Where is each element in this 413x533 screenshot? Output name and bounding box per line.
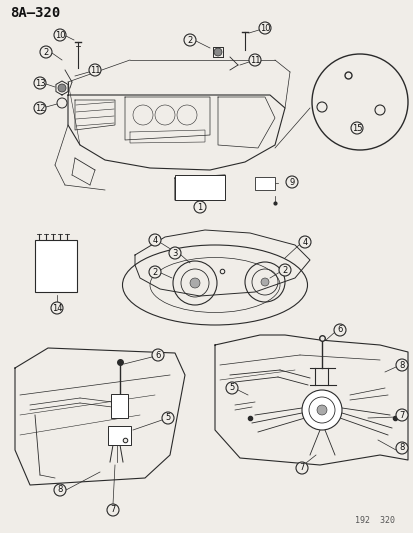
Circle shape [152, 349, 164, 361]
Circle shape [395, 442, 407, 454]
Circle shape [295, 462, 307, 474]
Circle shape [316, 405, 326, 415]
Text: 7: 7 [299, 464, 304, 472]
Circle shape [248, 54, 260, 66]
Text: 5: 5 [229, 384, 234, 392]
Text: 1: 1 [197, 203, 202, 212]
Circle shape [225, 382, 237, 394]
Circle shape [34, 77, 46, 89]
Circle shape [161, 412, 173, 424]
Text: 13: 13 [35, 78, 45, 87]
Circle shape [190, 278, 199, 288]
Text: 11: 11 [90, 66, 100, 75]
Circle shape [298, 236, 310, 248]
Circle shape [58, 84, 66, 92]
Circle shape [333, 324, 345, 336]
Text: 5: 5 [165, 414, 170, 423]
Text: 15: 15 [351, 124, 361, 133]
Circle shape [54, 29, 66, 41]
Text: 4: 4 [152, 236, 157, 245]
FancyBboxPatch shape [111, 394, 128, 418]
Circle shape [149, 234, 161, 246]
Circle shape [149, 266, 161, 278]
Circle shape [311, 54, 407, 150]
Circle shape [260, 278, 268, 286]
Text: 6: 6 [337, 326, 342, 335]
Text: 8: 8 [399, 360, 404, 369]
Text: 2: 2 [187, 36, 192, 44]
Circle shape [395, 359, 407, 371]
Text: 9: 9 [289, 177, 294, 187]
Circle shape [169, 247, 180, 259]
Text: 3: 3 [172, 248, 177, 257]
Text: 2: 2 [43, 47, 48, 56]
Text: 7: 7 [110, 505, 115, 514]
Text: 10: 10 [55, 30, 65, 39]
Text: 6: 6 [155, 351, 160, 359]
Circle shape [278, 264, 290, 276]
Circle shape [107, 504, 119, 516]
Circle shape [194, 201, 206, 213]
Text: 12: 12 [35, 103, 45, 112]
Circle shape [51, 302, 63, 314]
Text: 7: 7 [399, 410, 404, 419]
Circle shape [183, 34, 195, 46]
Circle shape [259, 22, 271, 34]
Text: 2: 2 [282, 265, 287, 274]
FancyBboxPatch shape [254, 177, 274, 190]
Text: 2: 2 [152, 268, 157, 277]
Text: 192  320: 192 320 [354, 516, 394, 525]
Circle shape [285, 176, 297, 188]
Circle shape [40, 46, 52, 58]
Text: 4: 4 [301, 238, 307, 246]
Circle shape [350, 122, 362, 134]
Circle shape [301, 390, 341, 430]
Text: 14: 14 [52, 303, 62, 312]
Text: 11: 11 [249, 55, 260, 64]
Circle shape [214, 48, 221, 56]
Circle shape [54, 484, 66, 496]
FancyBboxPatch shape [175, 175, 224, 200]
Text: 8: 8 [399, 443, 404, 453]
FancyBboxPatch shape [35, 240, 77, 292]
Text: 8: 8 [57, 486, 62, 495]
Circle shape [395, 409, 407, 421]
Text: 8A–320: 8A–320 [10, 6, 60, 20]
Circle shape [34, 102, 46, 114]
FancyBboxPatch shape [108, 426, 131, 446]
Circle shape [89, 64, 101, 76]
Text: 10: 10 [259, 23, 270, 33]
